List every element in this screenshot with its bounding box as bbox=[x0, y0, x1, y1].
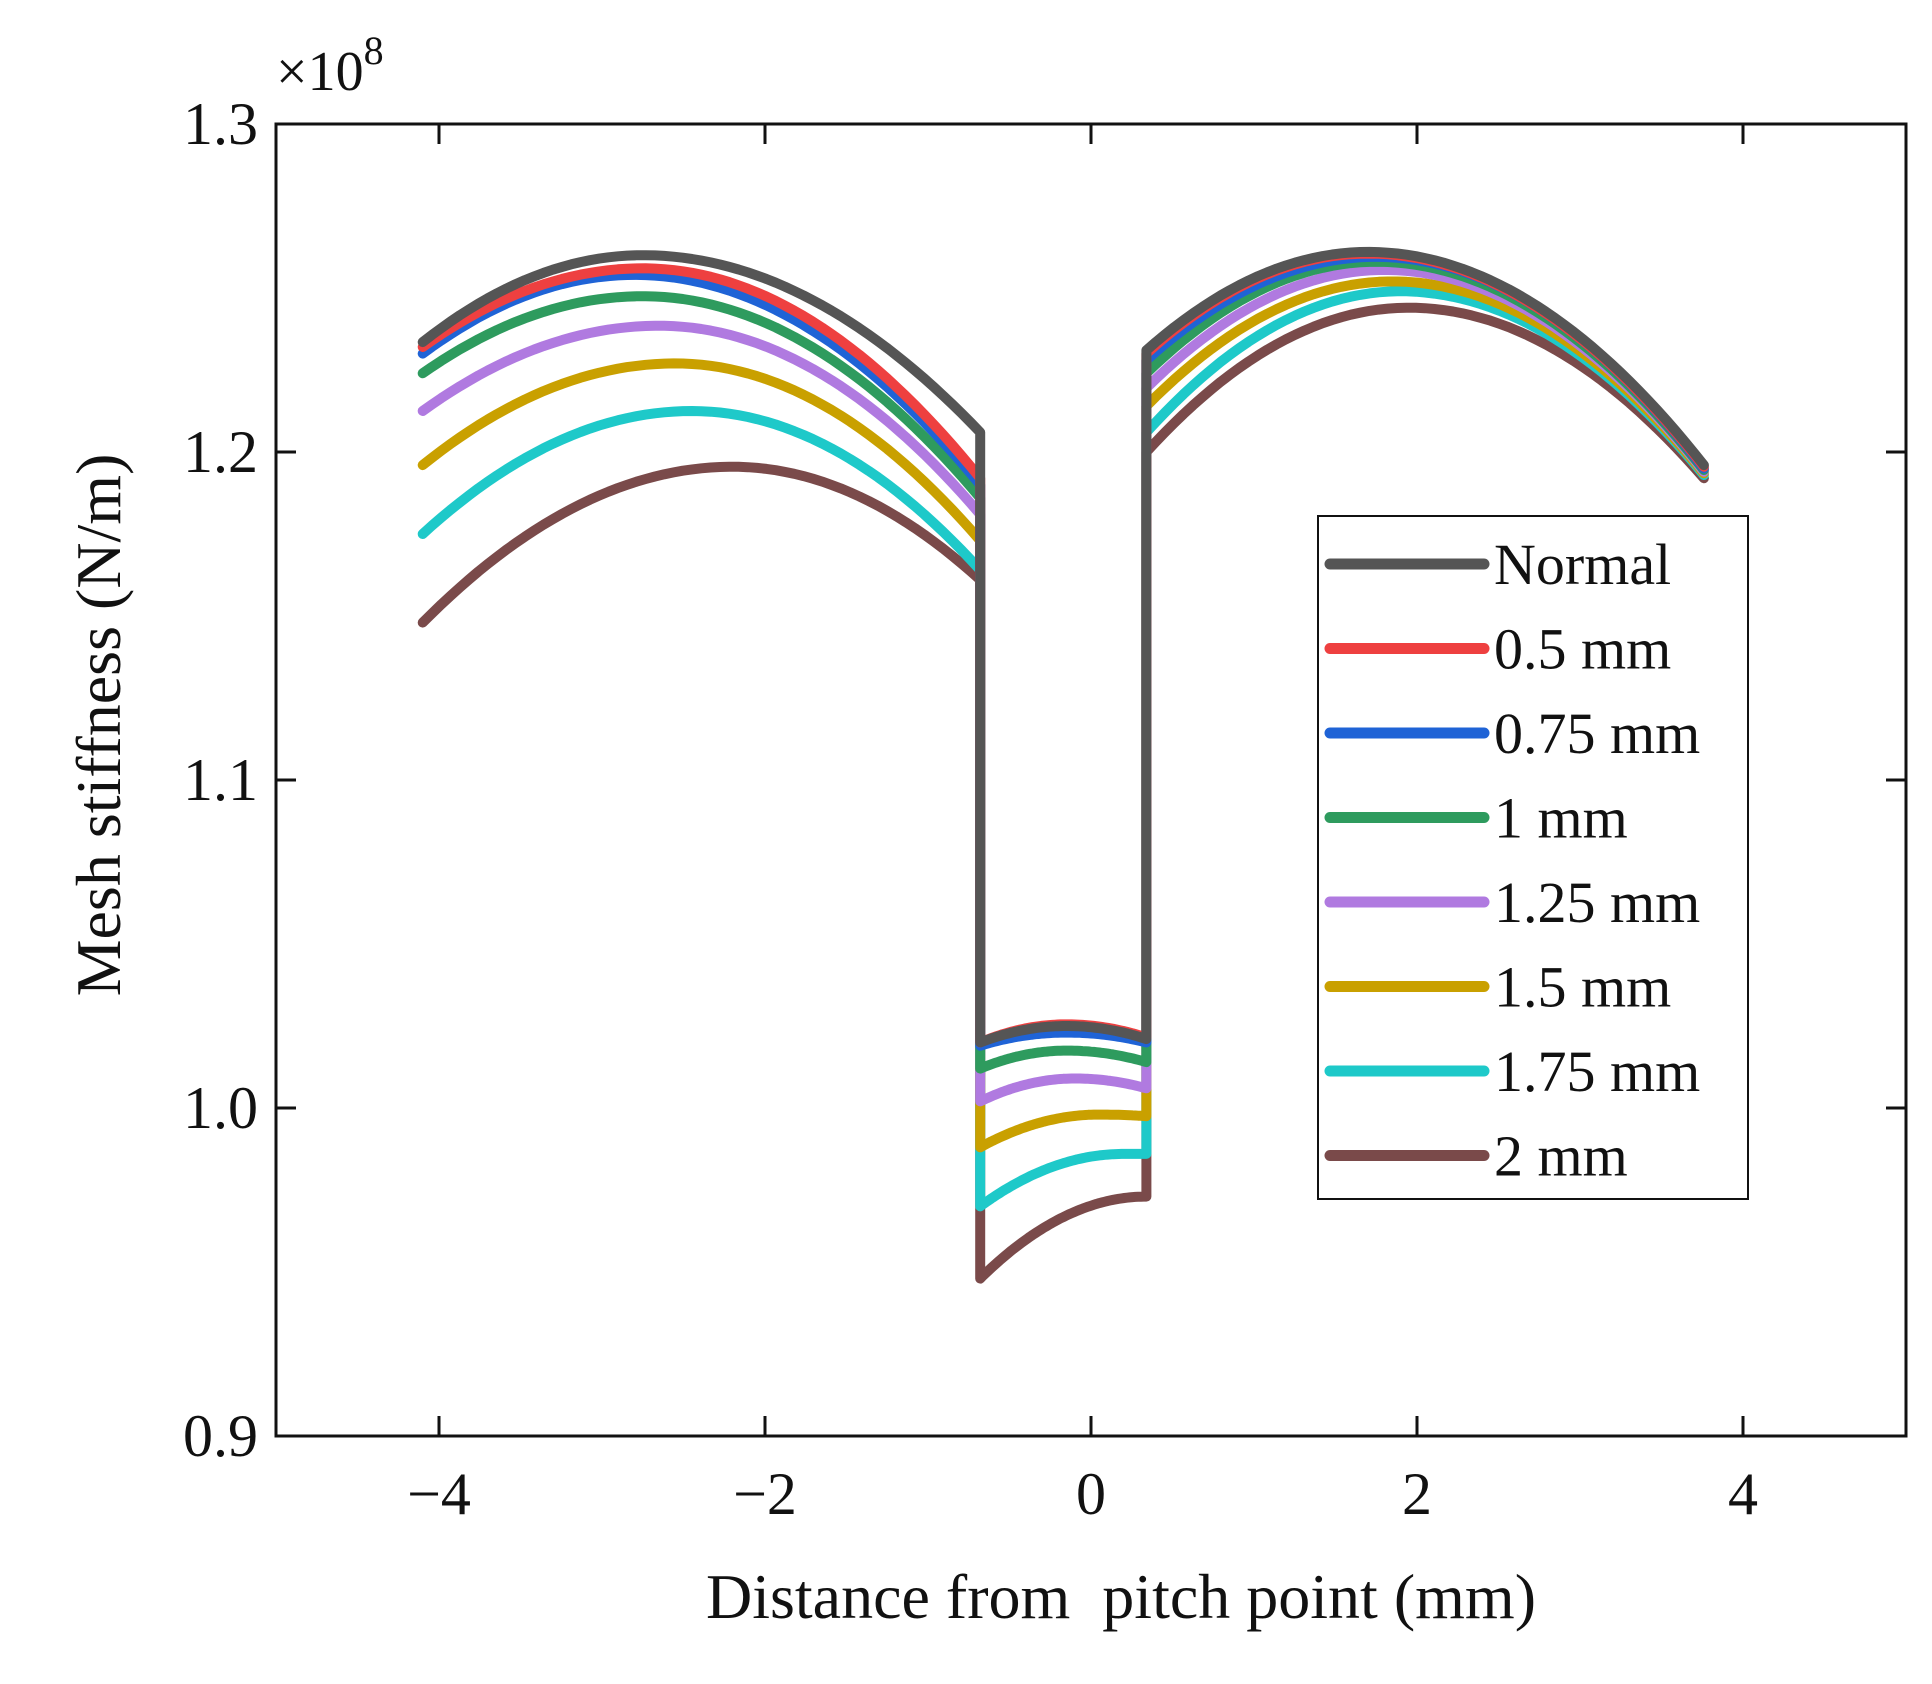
series-line-2-mm bbox=[417, 302, 1709, 1284]
y-tick-label: 0.9 bbox=[183, 1403, 258, 1469]
y-tick-label: 1.3 bbox=[183, 91, 258, 157]
legend-label: 0.75 mm bbox=[1494, 701, 1700, 766]
series-line-1_75-mm bbox=[417, 286, 1709, 1212]
legend-label: 1.5 mm bbox=[1494, 955, 1671, 1020]
y-multiplier-exponent: 8 bbox=[364, 28, 384, 73]
y-multiplier-base: ×10 bbox=[276, 41, 364, 103]
x-axis-title: Distance from pitch point (mm) bbox=[706, 1561, 1536, 1632]
y-tick-label: 1.1 bbox=[183, 747, 258, 813]
x-tick-label: 0 bbox=[1076, 1461, 1106, 1527]
x-tick-label: 2 bbox=[1402, 1461, 1432, 1527]
series-line-1_5-mm bbox=[417, 276, 1709, 1153]
y-axis-multiplier: ×108 bbox=[276, 28, 384, 103]
x-tick-label: 4 bbox=[1728, 1461, 1758, 1527]
series-line-1_25-mm bbox=[417, 265, 1709, 1107]
y-axis-title: Mesh stiffness (N/m) bbox=[63, 454, 134, 997]
axis-ticks: −4 −2 0 2 4 0.9 1.0 1.1 1.2 1.3 bbox=[183, 91, 1906, 1527]
y-tick-label: 1.0 bbox=[183, 1075, 258, 1141]
series-lines bbox=[417, 246, 1709, 1284]
series-line-Normal bbox=[417, 246, 1709, 1048]
x-tick-label: −4 bbox=[407, 1461, 471, 1527]
legend-label: 1.75 mm bbox=[1494, 1039, 1700, 1104]
legend: Normal 0.5 mm 0.75 mm 1 mm 1.25 mm 1.5 mm 1.75… bbox=[1317, 515, 1749, 1200]
legend-label: 2 mm bbox=[1494, 1124, 1628, 1189]
legend-label: 1.25 mm bbox=[1494, 870, 1700, 935]
y-tick-label: 1.2 bbox=[183, 419, 258, 485]
legend-box bbox=[1317, 515, 1749, 1200]
legend-label: Normal bbox=[1494, 532, 1671, 597]
legend-label: 1 mm bbox=[1494, 786, 1628, 851]
legend-label: 0.5 mm bbox=[1494, 617, 1671, 682]
x-tick-label: −2 bbox=[733, 1461, 797, 1527]
